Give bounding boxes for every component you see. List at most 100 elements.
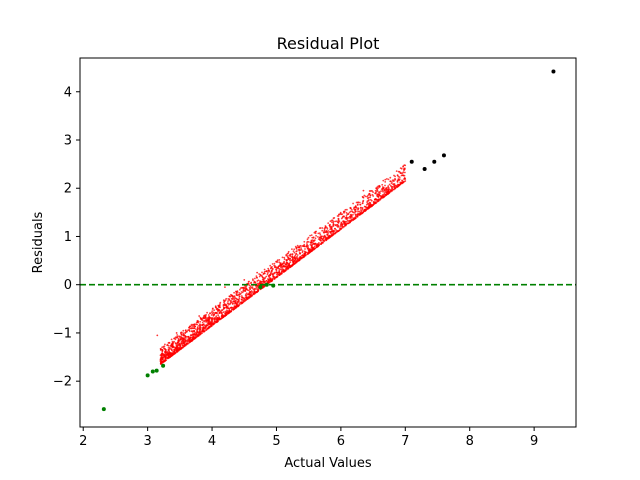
data-point-red [232, 296, 235, 298]
data-point-red [327, 222, 330, 225]
data-point-red [325, 237, 328, 240]
data-point-red [165, 351, 167, 354]
data-point-red [378, 184, 381, 187]
data-point-red [311, 246, 313, 249]
data-point-red [334, 227, 336, 230]
data-point-red [161, 356, 163, 359]
data-point-red [233, 298, 235, 300]
data-point-red [209, 312, 211, 315]
data-point-red [160, 360, 163, 363]
data-point-red [313, 245, 316, 248]
data-point-red [362, 189, 365, 192]
data-point-red [267, 272, 269, 274]
data-point-red [339, 224, 342, 226]
data-point-red [217, 310, 220, 312]
data-point-red [387, 192, 390, 195]
data-point-red [400, 167, 403, 170]
data-point-red [345, 214, 348, 217]
x-tick-label: 9 [530, 434, 538, 449]
data-point-red [193, 333, 196, 336]
data-point-red [168, 355, 171, 358]
data-point-red [161, 349, 164, 351]
data-point-red [365, 203, 368, 206]
data-point-red [399, 183, 402, 186]
data-point-red [196, 323, 199, 326]
data-point-red [248, 292, 251, 295]
data-point-red [183, 334, 186, 337]
data-point-red [321, 227, 324, 229]
data-point-red [394, 187, 397, 189]
data-point-red [183, 344, 186, 346]
data-point-red [193, 336, 196, 339]
data-point-red [210, 324, 212, 326]
data-point-red [192, 335, 195, 337]
data-point-red [160, 353, 163, 356]
data-point-red [336, 215, 339, 217]
data-point-red [368, 190, 371, 192]
data-point-red [357, 210, 359, 213]
data-point-red [306, 238, 309, 241]
data-point-red [256, 282, 259, 285]
data-point-red [226, 302, 229, 304]
data-point-red [355, 210, 357, 213]
data-point-red [162, 345, 165, 348]
data-point-red [196, 326, 199, 329]
data-point-red [386, 178, 388, 180]
data-point-red [247, 282, 250, 285]
data-point-red [229, 302, 232, 305]
data-point-red [211, 310, 214, 312]
data-point-red [279, 262, 282, 265]
data-point-red [268, 277, 271, 279]
data-point-red [322, 231, 325, 234]
data-point-red [225, 311, 228, 314]
data-point-red [361, 195, 364, 198]
data-point-red [280, 268, 283, 271]
data-point-red [356, 215, 358, 218]
data-point-red [180, 342, 183, 345]
data-point-red [273, 275, 275, 278]
data-point-red [229, 300, 232, 303]
data-point-red [281, 271, 283, 273]
data-point-red [184, 338, 187, 340]
data-point-red [262, 285, 265, 288]
data-point-red [237, 298, 240, 301]
data-point-red [369, 194, 372, 197]
data-point-red [381, 189, 384, 192]
data-point-red [242, 286, 244, 289]
data-point-red [167, 349, 170, 351]
data-point-red [246, 298, 249, 300]
data-point-red [211, 308, 214, 310]
data-point-red [332, 233, 335, 236]
data-point-red [369, 196, 371, 199]
data-point-red [281, 269, 283, 272]
data-point-red [324, 236, 327, 239]
data-point-red [366, 195, 368, 198]
data-point-red [248, 286, 251, 289]
data-point-red [217, 314, 220, 317]
data-point-red [382, 187, 385, 190]
data-point-red [361, 207, 364, 209]
data-point-red [274, 265, 277, 268]
data-point-red [210, 322, 213, 325]
data-point-green [150, 369, 155, 374]
y-tick-label: 3 [64, 134, 72, 149]
data-point-red [331, 221, 333, 224]
data-point-red [233, 302, 236, 305]
data-point-red [263, 279, 265, 281]
data-point-red [218, 311, 221, 314]
data-point-red [243, 278, 246, 281]
x-tick-label: 5 [272, 434, 280, 449]
data-point-red [384, 181, 387, 183]
data-point-red [378, 199, 380, 202]
data-point-red [396, 180, 399, 183]
x-tick-label: 3 [143, 434, 151, 449]
data-point-red [203, 317, 206, 320]
data-point-red [291, 248, 293, 251]
data-point-red [390, 189, 392, 192]
data-point-red [359, 209, 362, 211]
data-point-red [270, 280, 273, 283]
data-point-red [187, 329, 189, 332]
data-point-red [191, 339, 193, 342]
data-point-red [178, 347, 181, 350]
data-point-red [207, 321, 210, 323]
